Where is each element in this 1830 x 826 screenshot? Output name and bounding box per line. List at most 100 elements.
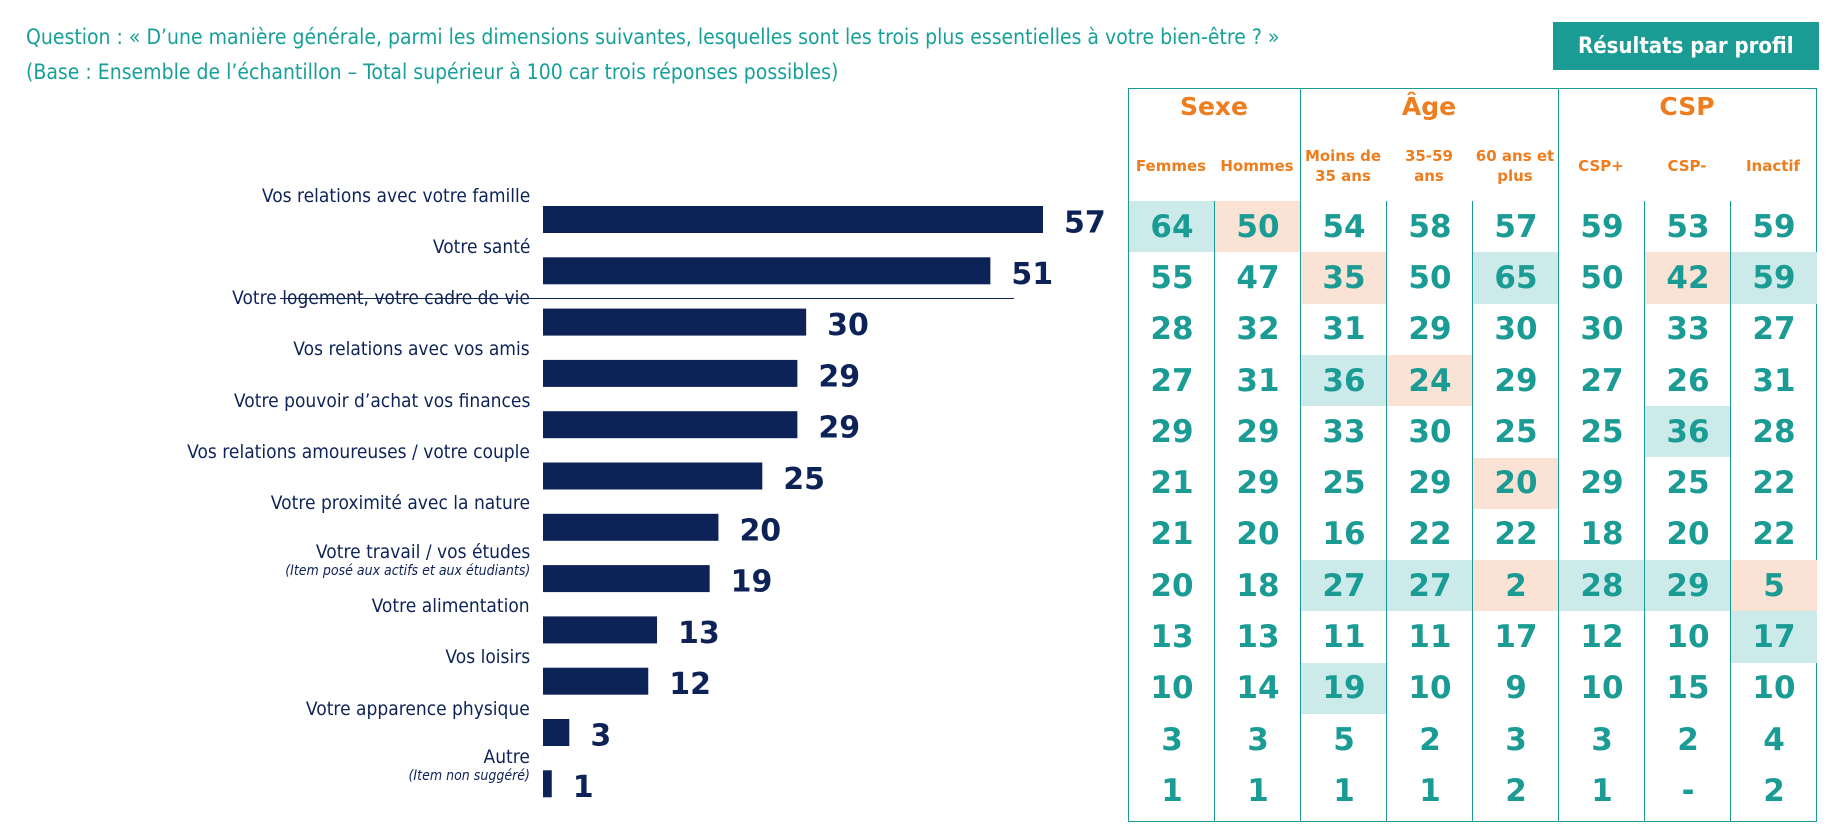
bar-value-label: 13 [678, 616, 720, 651]
bar-2 [543, 257, 991, 285]
bar-5 [543, 411, 798, 439]
category-label: Votre apparence physique [281, 698, 530, 720]
table-cell: 22 [1408, 516, 1452, 553]
table-cell: 5 [1731, 560, 1817, 612]
column-header: Inactif [1745, 157, 1801, 175]
table-cell: 25 [1580, 413, 1624, 450]
category-label-text: Votre pouvoir d’achat vos finances [233, 389, 530, 412]
table-cell: 22 [1752, 465, 1796, 502]
table-cell: 21 [1150, 516, 1194, 553]
category-label: Vos relations avec vos amis [267, 338, 530, 360]
table-cell: 17 [1494, 619, 1538, 656]
category-label-text: Vos relations avec vos amis [293, 338, 530, 361]
table-cell: 27 [1301, 560, 1387, 612]
table-cell: 19 [1301, 662, 1387, 714]
table-cell: 28 [1752, 413, 1796, 450]
table-cell: 50 [1215, 201, 1301, 253]
category-label-text: Votre apparence physique [306, 697, 530, 720]
table-cell: 47 [1236, 259, 1280, 296]
category-label-text: Autre [483, 745, 530, 768]
question-line-2: (Base : Ensemble de l’échantillon – Tota… [26, 60, 839, 84]
table-cell: 54 [1322, 208, 1366, 245]
group-header: Âge [1401, 92, 1457, 121]
bar-6 [543, 462, 763, 490]
category-label: Vos relations avec votre famille [232, 185, 530, 207]
table-cell: 25 [1666, 465, 1710, 502]
table-cell: 10 [1150, 670, 1194, 707]
table-cell: 27 [1387, 560, 1473, 612]
table-cell: 1 [1591, 772, 1613, 809]
table-cell: 2 [1473, 560, 1559, 612]
table-border [1128, 820, 1817, 822]
bar-value-label: 51 [1011, 257, 1053, 292]
table-border [1816, 88, 1817, 821]
bar-value-label: 19 [731, 565, 773, 600]
category-label-text: Votre travail / vos études [315, 540, 530, 563]
column-header: 35-59 ans [1405, 147, 1453, 185]
column-separator [1644, 201, 1645, 821]
bar-value-label: 25 [783, 462, 825, 497]
table-cell: 3 [1247, 721, 1269, 758]
category-label: Votre proximité avec la nature [242, 492, 530, 514]
table-cell: 2 [1505, 772, 1527, 809]
bar-10 [543, 667, 649, 695]
category-label-text: Vos relations amoureuses / votre couple [187, 441, 530, 463]
table-cell: 33 [1322, 413, 1366, 450]
group-header: CSP [1659, 92, 1715, 121]
table-cell: 29 [1236, 413, 1280, 450]
table-cell: 27 [1150, 362, 1194, 399]
question-line-1: Question : « D’une manière générale, par… [26, 25, 1280, 49]
table-cell: 10 [1752, 670, 1796, 707]
table-cell: 5 [1333, 721, 1355, 758]
category-label-text: Votre proximité avec la nature [270, 492, 530, 515]
table-cell: 20 [1666, 516, 1710, 553]
bar-value-label: 29 [818, 411, 860, 446]
table-cell: 17 [1731, 611, 1817, 663]
results-by-profile-label: Résultats par profil [1578, 33, 1794, 59]
table-cell: 12 [1580, 619, 1624, 656]
table-cell: 1 [1333, 772, 1355, 809]
table-cell: 50 [1580, 259, 1624, 296]
table-cell: 29 [1408, 311, 1452, 348]
separator-line [280, 298, 1014, 299]
table-cell: 20 [1150, 567, 1194, 604]
table-cell: 65 [1473, 252, 1559, 304]
column-header: Moins de 35 ans [1304, 147, 1382, 185]
bar-value-label: 20 [739, 513, 781, 548]
table-cell: 25 [1322, 465, 1366, 502]
bar-11 [543, 719, 570, 746]
table-cell: 10 [1580, 670, 1624, 707]
table-cell: 24 [1387, 354, 1473, 407]
column-separator [1386, 201, 1387, 821]
table-cell: 1 [1161, 772, 1183, 809]
table-cell: 22 [1752, 516, 1796, 553]
category-label: Votre pouvoir d’achat vos finances [201, 390, 530, 412]
table-cell: 22 [1494, 516, 1538, 553]
table-cell: 59 [1580, 208, 1624, 245]
category-label-text: Votre santé [432, 235, 530, 258]
column-header: CSP+ [1578, 157, 1624, 175]
category-label: Votre alimentation [354, 595, 530, 617]
table-cell: 36 [1645, 406, 1731, 458]
category-sublabel: (Item posé aux actifs et aux étudiants) [284, 562, 530, 579]
group-separator [1300, 88, 1301, 821]
table-cell: 59 [1731, 252, 1817, 304]
column-separator [1214, 201, 1215, 821]
table-cell: 50 [1408, 259, 1452, 296]
group-separator [1558, 88, 1559, 821]
category-label: Votre travail / vos études (Item posé aux… [258, 541, 530, 580]
table-cell: 31 [1236, 362, 1280, 399]
table-cell: 20 [1236, 516, 1280, 553]
table-cell: 11 [1322, 619, 1366, 656]
category-label: Vos loisirs [436, 646, 530, 668]
results-by-profile-button[interactable]: Résultats par profil [1553, 22, 1819, 70]
column-header: CSP- [1667, 157, 1707, 175]
table-cell: 64 [1129, 201, 1215, 253]
table-cell: 27 [1752, 311, 1796, 348]
category-label-text: Vos relations avec votre famille [261, 184, 530, 207]
table-cell: 11 [1408, 619, 1452, 656]
category-sublabel: (Item non suggéré) [408, 767, 530, 784]
category-label-text: Votre alimentation [371, 594, 530, 617]
bar-9 [543, 616, 658, 644]
